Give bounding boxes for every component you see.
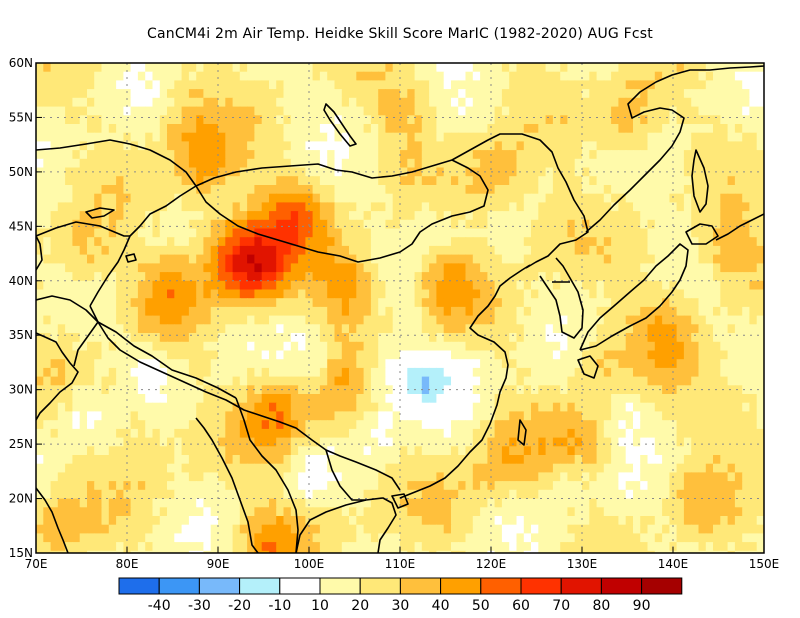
coastline-indochina (295, 497, 397, 553)
x-tick-label: 140E (658, 557, 689, 571)
coastline-japan-hokkaido (685, 223, 719, 245)
colorbar-swatch (560, 577, 602, 595)
y-tick-label: 35N (9, 328, 33, 342)
x-tick-label: 130E (567, 557, 598, 571)
y-tick-label: 50N (9, 165, 33, 179)
y-tick-label: 15N (9, 546, 33, 560)
coastline-korea (539, 257, 584, 339)
y-tick-label: 60N (9, 56, 33, 70)
skill-score-field (36, 63, 764, 553)
border-china-southwest (89, 305, 401, 491)
coastline-sakhalin (691, 149, 709, 213)
colorbar-swatch (480, 577, 522, 595)
colorbar-swatch (198, 577, 241, 595)
colorbar: -40 -30 -20 -10 10 20 30 40 50 60 70 80 90 (118, 577, 683, 614)
coastlines-borders (36, 65, 764, 553)
y-tick-label: 45N (9, 219, 33, 233)
colorbar-label: -10 (268, 598, 291, 614)
latitude-tick-labels: 15N 20N 25N 30N 35N 40N 45N 50N 55N 60N (9, 56, 42, 560)
colorbar-label: 60 (512, 598, 530, 614)
coastline-bay-bengal (195, 417, 259, 553)
y-tick-label: 25N (9, 437, 33, 451)
x-tick-label: 110E (385, 557, 416, 571)
colorbar-label: 80 (592, 598, 610, 614)
border-laos-vietnam (325, 449, 366, 501)
y-tick-label: 20N (9, 492, 33, 506)
chart-title: CanCM4i 2m Air Temp. Heidke Skill Score … (147, 26, 653, 42)
colorbar-swatch (641, 577, 683, 595)
y-tick-label: 55N (9, 110, 33, 124)
colorbar-label: 10 (311, 598, 329, 614)
y-tick-label: 30N (9, 383, 33, 397)
x-tick-label: 70E (25, 557, 48, 571)
border-caspian (36, 235, 43, 271)
lat-lon-gridlines (36, 63, 764, 553)
coastline-india-west (36, 332, 79, 421)
coastline-china (399, 264, 531, 499)
colorbar-label: 40 (432, 598, 450, 614)
colorbar-swatch (118, 577, 160, 595)
lake-baikal (323, 103, 357, 147)
x-tick-label: 80E (116, 557, 139, 571)
lake-issyk-kul (125, 253, 137, 263)
colorbar-swatch (359, 577, 401, 595)
lake-balkhash (85, 207, 115, 219)
coastline-japan-kyushu (577, 355, 599, 379)
coastline-india (36, 487, 69, 553)
border-kazakhstan-north (36, 139, 197, 187)
x-tick-label: 150E (749, 557, 780, 571)
x-tick-label: 90E (207, 557, 230, 571)
border-russia-china-east (451, 133, 589, 269)
colorbar-swatch (440, 577, 482, 595)
border-central-asia (36, 221, 130, 237)
colorbar-label: 50 (472, 598, 490, 614)
border-mongolia (195, 159, 489, 263)
border-myanmar (235, 397, 299, 553)
colorbar-label: 70 (552, 598, 570, 614)
colorbar-swatch (158, 577, 200, 595)
coastline-russia-pacific (585, 65, 764, 233)
colorbar-label: -30 (188, 598, 211, 614)
border-afghanistan-pakistan (36, 295, 99, 367)
colorbar-swatch (279, 577, 321, 595)
x-tick-label: 120E (476, 557, 507, 571)
colorbar-swatch (520, 577, 562, 595)
longitude-tick-labels: 70E 80E 90E 100E 110E 120E 130E 140E 150E (25, 547, 780, 571)
colorbar-swatch (239, 577, 281, 595)
colorbar-swatch (319, 577, 361, 595)
colorbar-swatch (399, 577, 442, 595)
colorbar-swatch (600, 577, 643, 595)
coastline-hainan (391, 493, 409, 509)
colorbar-label: 20 (351, 598, 369, 614)
coastline-japan-honshu (579, 243, 689, 351)
colorbar-label: -20 (228, 598, 251, 614)
colorbar-label: 30 (391, 598, 409, 614)
colorbar-label: -40 (148, 598, 171, 614)
coastline-taiwan (517, 419, 527, 446)
border-himalaya (97, 321, 237, 399)
x-tick-label: 100E (294, 557, 325, 571)
coastline-kamchatka-kurils (715, 213, 764, 241)
y-tick-label: 40N (9, 274, 33, 288)
colorbar-label: 90 (633, 598, 651, 614)
